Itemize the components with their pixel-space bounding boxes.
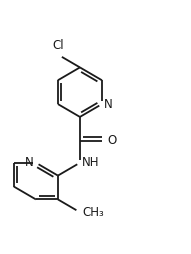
Text: O: O	[108, 134, 117, 147]
Text: N: N	[25, 156, 34, 169]
Text: CH₃: CH₃	[82, 206, 104, 219]
Text: Cl: Cl	[52, 39, 64, 52]
Text: NH: NH	[82, 156, 100, 169]
Text: N: N	[104, 98, 113, 110]
